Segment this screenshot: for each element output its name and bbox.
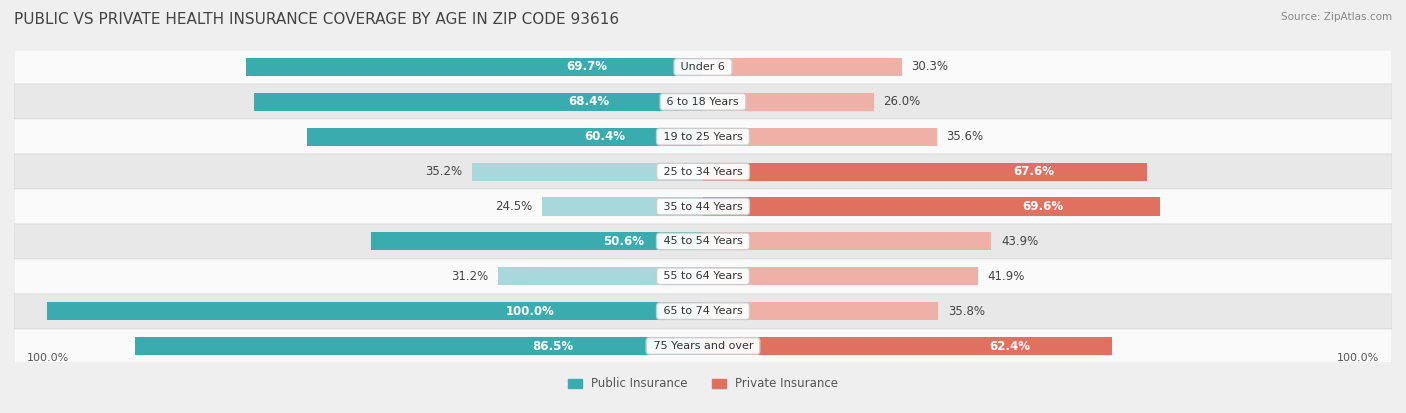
Bar xyxy=(703,267,979,285)
Bar xyxy=(14,84,1392,119)
Text: 100.0%: 100.0% xyxy=(1337,354,1379,363)
Text: 35 to 44 Years: 35 to 44 Years xyxy=(659,202,747,211)
Text: 86.5%: 86.5% xyxy=(533,339,574,353)
Bar xyxy=(498,267,703,285)
Text: 31.2%: 31.2% xyxy=(451,270,488,283)
Bar xyxy=(14,224,1392,259)
Bar xyxy=(703,163,1146,181)
Text: 6 to 18 Years: 6 to 18 Years xyxy=(664,97,742,107)
Bar xyxy=(246,58,703,76)
Text: 60.4%: 60.4% xyxy=(583,130,626,143)
Text: 50.6%: 50.6% xyxy=(603,235,644,248)
Text: 67.6%: 67.6% xyxy=(1014,165,1054,178)
Bar xyxy=(703,128,936,146)
Text: 45 to 54 Years: 45 to 54 Years xyxy=(659,236,747,247)
Text: 62.4%: 62.4% xyxy=(990,339,1031,353)
Text: PUBLIC VS PRIVATE HEALTH INSURANCE COVERAGE BY AGE IN ZIP CODE 93616: PUBLIC VS PRIVATE HEALTH INSURANCE COVER… xyxy=(14,12,619,27)
Bar xyxy=(371,232,703,250)
Text: 55 to 64 Years: 55 to 64 Years xyxy=(659,271,747,281)
Text: 100.0%: 100.0% xyxy=(27,354,69,363)
Bar xyxy=(543,197,703,216)
Text: 65 to 74 Years: 65 to 74 Years xyxy=(659,306,747,316)
Bar xyxy=(14,189,1392,224)
Text: 75 Years and over: 75 Years and over xyxy=(650,341,756,351)
Text: 35.8%: 35.8% xyxy=(948,305,984,318)
Text: 19 to 25 Years: 19 to 25 Years xyxy=(659,132,747,142)
Text: 26.0%: 26.0% xyxy=(883,95,921,108)
Text: 35.2%: 35.2% xyxy=(425,165,463,178)
Bar xyxy=(703,93,873,111)
Text: Source: ZipAtlas.com: Source: ZipAtlas.com xyxy=(1281,12,1392,22)
Bar xyxy=(14,154,1392,189)
Bar xyxy=(703,302,938,320)
Bar xyxy=(307,128,703,146)
Text: 24.5%: 24.5% xyxy=(495,200,533,213)
Text: 35.6%: 35.6% xyxy=(946,130,984,143)
Bar xyxy=(14,294,1392,329)
Bar xyxy=(254,93,703,111)
Text: 68.4%: 68.4% xyxy=(568,95,609,108)
Bar xyxy=(703,58,901,76)
Bar xyxy=(135,337,703,355)
Bar xyxy=(14,259,1392,294)
Bar xyxy=(46,302,703,320)
Text: 69.6%: 69.6% xyxy=(1022,200,1064,213)
Bar xyxy=(703,232,991,250)
Text: 43.9%: 43.9% xyxy=(1001,235,1038,248)
Text: 69.7%: 69.7% xyxy=(565,60,607,74)
Text: 100.0%: 100.0% xyxy=(506,305,555,318)
Bar xyxy=(14,329,1392,363)
Text: 41.9%: 41.9% xyxy=(988,270,1025,283)
Bar xyxy=(703,197,1160,216)
Bar xyxy=(703,337,1112,355)
Text: 30.3%: 30.3% xyxy=(911,60,949,74)
Bar xyxy=(14,119,1392,154)
Text: 25 to 34 Years: 25 to 34 Years xyxy=(659,166,747,177)
Bar xyxy=(472,163,703,181)
Legend: Public Insurance, Private Insurance: Public Insurance, Private Insurance xyxy=(564,373,842,395)
Bar xyxy=(14,50,1392,84)
Text: Under 6: Under 6 xyxy=(678,62,728,72)
